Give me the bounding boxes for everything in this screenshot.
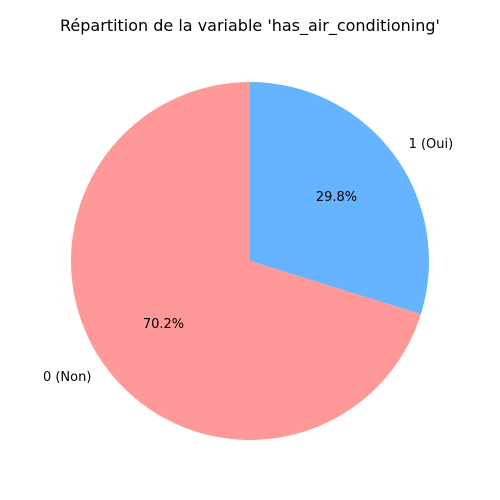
pie-slice-0 bbox=[250, 82, 429, 315]
pie-slice-1 bbox=[70, 82, 421, 440]
slice-category-label-1: 0 (Non) bbox=[43, 370, 91, 385]
pie-slices bbox=[70, 82, 429, 440]
slice-pct-label-0: 29.8% bbox=[316, 190, 357, 205]
chart-title: Répartition de la variable 'has_air_cond… bbox=[60, 16, 440, 36]
slice-category-label-0: 1 (Oui) bbox=[409, 137, 454, 152]
slice-pct-label-1: 70.2% bbox=[143, 317, 184, 332]
pie-labels: 29.8% 1 (Oui) 70.2% 0 (Non) bbox=[43, 137, 453, 385]
